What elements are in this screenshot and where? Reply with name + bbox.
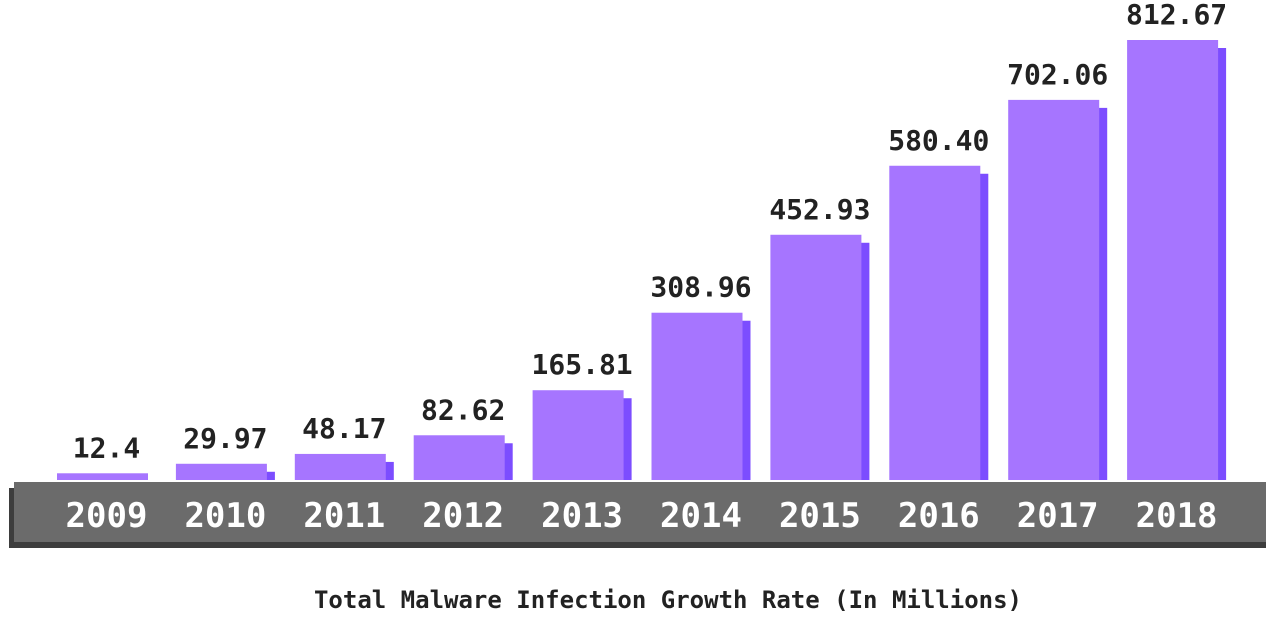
x-tick-labels: 2009 2010 2011 2012 2013 2014 2015 2016 2017 2018 — [66, 496, 1218, 536]
bar-2012 — [413, 435, 505, 480]
bar-2013 — [532, 390, 624, 480]
value-label-2015: 452.93 — [769, 193, 870, 226]
value-label-2011: 48.17 — [302, 412, 386, 445]
bars — [57, 40, 1227, 481]
bar-2010 — [175, 463, 267, 480]
x-tick-label-2017: 2017 — [1017, 496, 1099, 536]
value-label-2009: 12.4 — [73, 431, 140, 464]
bar-2009 — [57, 473, 148, 480]
x-tick-label-2013: 2013 — [541, 496, 623, 536]
bar-2011 — [294, 453, 386, 480]
value-labels: 12.4 29.97 48.17 82.62 165.81 308.96 452.93 580… — [73, 0, 1227, 464]
value-label-2010: 29.97 — [183, 422, 267, 455]
x-tick-label-2010: 2010 — [184, 496, 266, 536]
x-tick-label-2014: 2014 — [660, 496, 742, 536]
value-label-2014: 308.96 — [650, 271, 751, 304]
bar-2016 — [889, 165, 981, 480]
value-label-2012: 82.62 — [421, 393, 505, 426]
x-tick-label-2015: 2015 — [779, 496, 861, 536]
value-label-2017: 702.06 — [1007, 58, 1108, 91]
bar-2017 — [1008, 99, 1100, 481]
bar-2018 — [1127, 40, 1219, 480]
bar-2015 — [770, 234, 862, 480]
value-label-2013: 165.81 — [532, 348, 633, 381]
chart-title: Total Malware Infection Growth Rate (In … — [314, 586, 1022, 614]
value-label-2018: 812.67 — [1126, 0, 1227, 31]
x-axis-band — [9, 482, 1266, 548]
value-label-2016: 580.40 — [888, 124, 989, 157]
x-axis-band-face — [14, 482, 1266, 542]
x-tick-label-2012: 2012 — [422, 496, 504, 536]
x-tick-label-2018: 2018 — [1136, 496, 1218, 536]
bar-2014 — [651, 312, 743, 480]
x-tick-label-2016: 2016 — [898, 496, 980, 536]
x-tick-label-2009: 2009 — [66, 496, 148, 536]
x-tick-label-2011: 2011 — [303, 496, 385, 536]
